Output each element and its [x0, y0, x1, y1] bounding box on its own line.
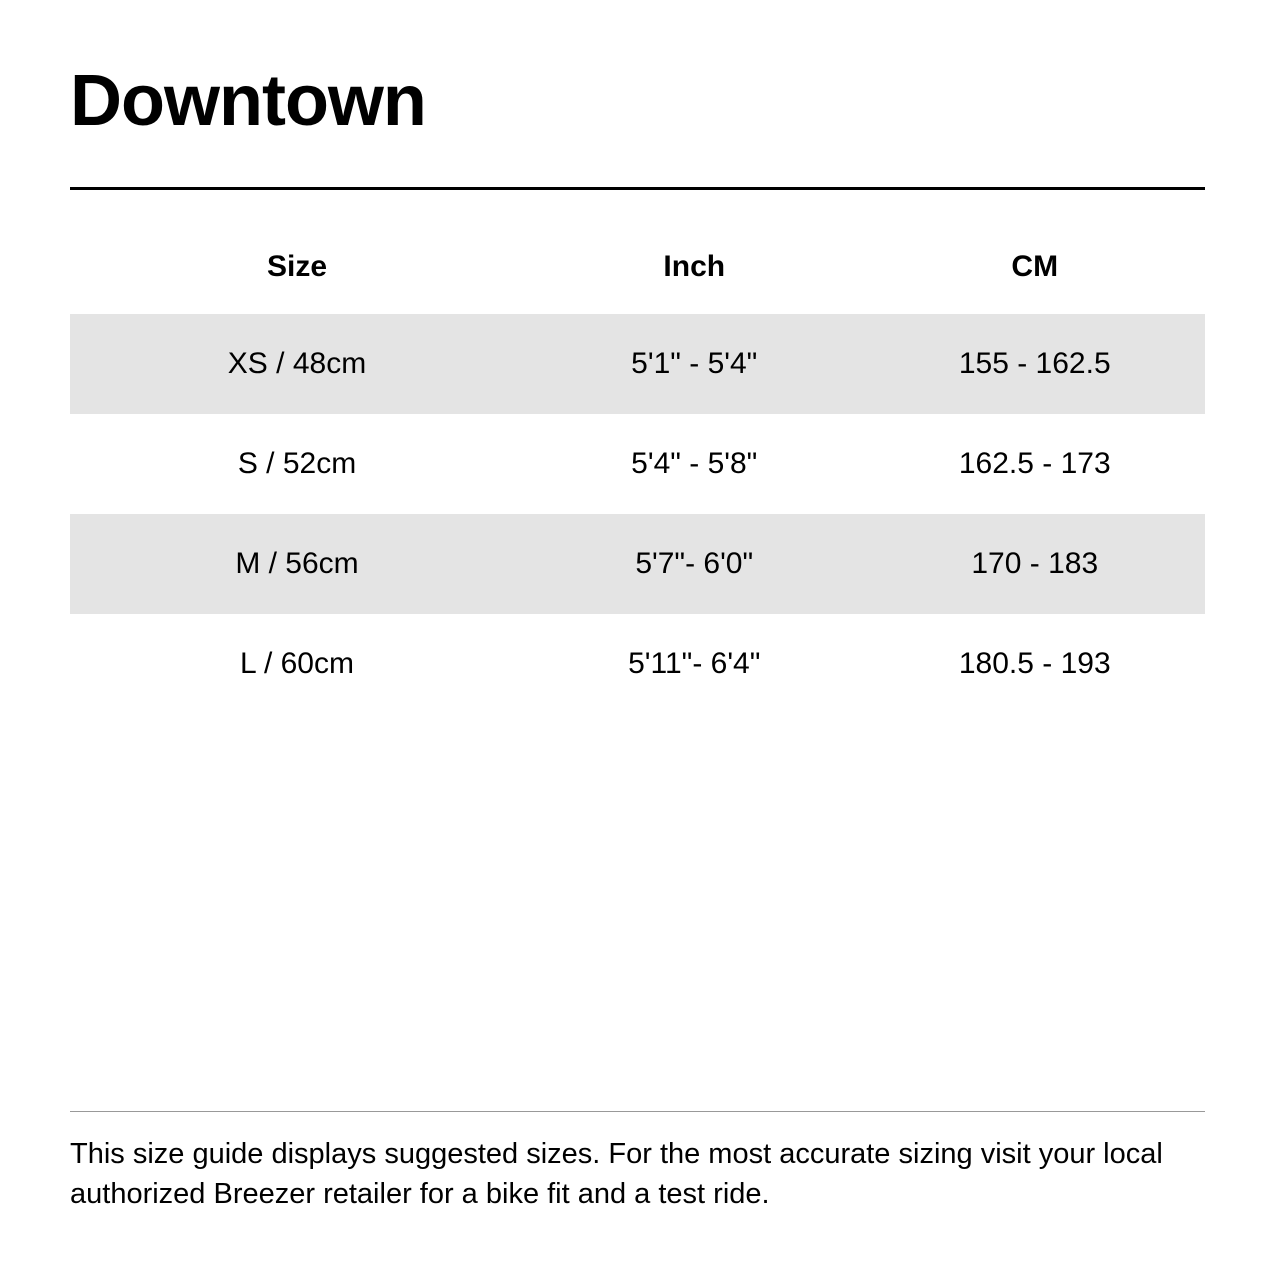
page-title: Downtown — [70, 60, 1205, 142]
cell-cm: 170 - 183 — [865, 514, 1206, 614]
cell-cm: 155 - 162.5 — [865, 314, 1206, 414]
cell-inch: 5'7"- 6'0" — [524, 514, 865, 614]
cell-cm: 162.5 - 173 — [865, 414, 1206, 514]
column-header-cm: CM — [865, 220, 1206, 314]
cell-inch: 5'11"- 6'4" — [524, 614, 865, 714]
cell-size: XS / 48cm — [70, 314, 524, 414]
cell-size: L / 60cm — [70, 614, 524, 714]
column-header-inch: Inch — [524, 220, 865, 314]
footer: This size guide displays suggested sizes… — [70, 1111, 1205, 1215]
footer-text: This size guide displays suggested sizes… — [70, 1134, 1205, 1215]
cell-size: M / 56cm — [70, 514, 524, 614]
cell-inch: 5'4" - 5'8" — [524, 414, 865, 514]
cell-size: S / 52cm — [70, 414, 524, 514]
size-table: Size Inch CM XS / 48cm 5'1" - 5'4" 155 -… — [70, 220, 1205, 714]
table-header-row: Size Inch CM — [70, 220, 1205, 314]
cell-inch: 5'1" - 5'4" — [524, 314, 865, 414]
column-header-size: Size — [70, 220, 524, 314]
table-row: M / 56cm 5'7"- 6'0" 170 - 183 — [70, 514, 1205, 614]
title-divider — [70, 187, 1205, 190]
table-row: L / 60cm 5'11"- 6'4" 180.5 - 193 — [70, 614, 1205, 714]
table-row: S / 52cm 5'4" - 5'8" 162.5 - 173 — [70, 414, 1205, 514]
table-row: XS / 48cm 5'1" - 5'4" 155 - 162.5 — [70, 314, 1205, 414]
footer-divider — [70, 1111, 1205, 1112]
cell-cm: 180.5 - 193 — [865, 614, 1206, 714]
